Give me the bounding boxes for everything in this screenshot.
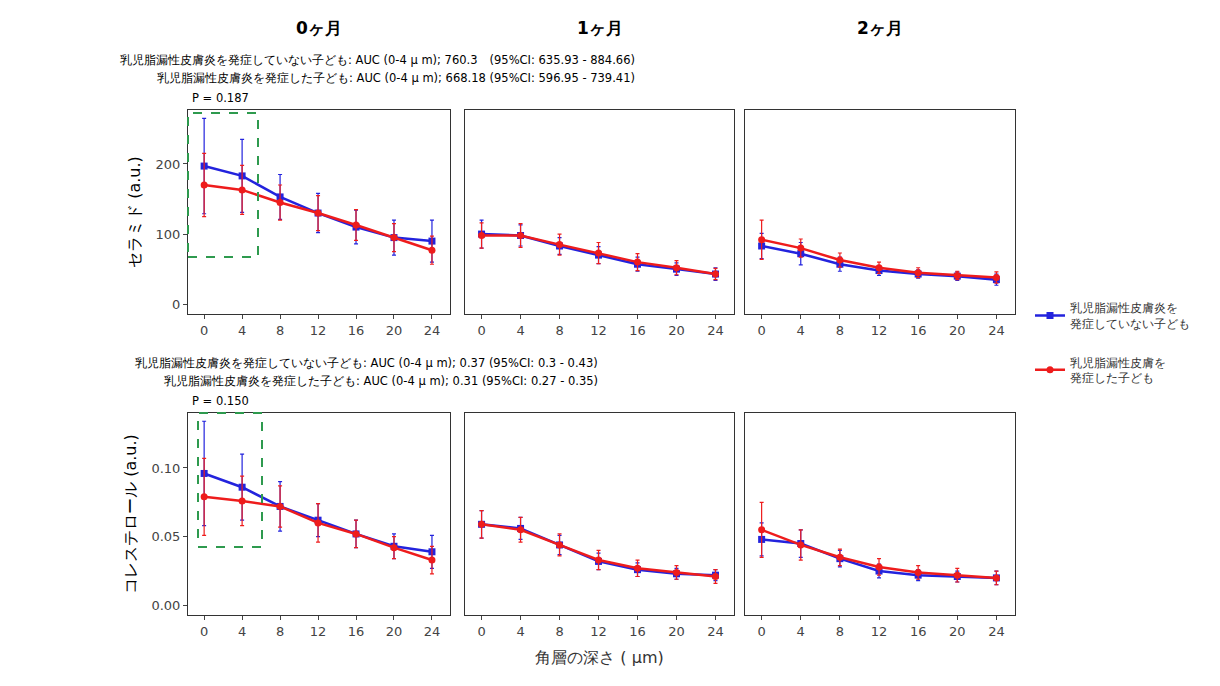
svg-text:2ヶ月: 2ヶ月: [857, 18, 903, 38]
svg-text:0.10: 0.10: [151, 461, 180, 476]
svg-text:20: 20: [386, 323, 403, 338]
svg-text:0: 0: [477, 624, 485, 639]
svg-text:乳児脂漏性皮膚炎を発症した子ども: AUC (0-4 μ m: 乳児脂漏性皮膚炎を発症した子ども: AUC (0-4 μ m); 0.31 (9…: [164, 374, 598, 388]
svg-text:16: 16: [348, 624, 365, 639]
svg-text:24: 24: [707, 323, 724, 338]
svg-text:16: 16: [629, 624, 646, 639]
svg-text:0: 0: [200, 624, 208, 639]
svg-text:角層の深さ ( μm): 角層の深さ ( μm): [535, 648, 663, 667]
svg-text:24: 24: [988, 624, 1005, 639]
svg-text:12: 12: [871, 323, 888, 338]
svg-text:24: 24: [988, 323, 1005, 338]
svg-text:12: 12: [590, 323, 607, 338]
svg-text:4: 4: [516, 624, 524, 639]
svg-text:8: 8: [555, 624, 563, 639]
svg-text:12: 12: [310, 624, 327, 639]
svg-text:0: 0: [172, 297, 180, 312]
svg-text:4: 4: [797, 624, 805, 639]
svg-text:200: 200: [156, 157, 181, 172]
svg-text:16: 16: [910, 624, 927, 639]
svg-text:コレステロール (a.u.): コレステロール (a.u.): [121, 434, 140, 594]
svg-text:16: 16: [348, 323, 365, 338]
svg-text:P = 0.187: P = 0.187: [192, 91, 249, 105]
svg-text:12: 12: [310, 323, 327, 338]
svg-text:0: 0: [757, 323, 765, 338]
svg-text:12: 12: [871, 624, 888, 639]
svg-text:12: 12: [590, 624, 607, 639]
svg-text:乳児脂漏性皮膚炎を発症していない子ども: AUC (0-4: 乳児脂漏性皮膚炎を発症していない子ども: AUC (0-4 μ m); 760.…: [120, 53, 635, 67]
svg-text:24: 24: [424, 624, 441, 639]
svg-text:0: 0: [477, 323, 485, 338]
svg-text:4: 4: [516, 323, 524, 338]
svg-text:0: 0: [757, 624, 765, 639]
svg-text:乳児脂漏性皮膚炎を発症した子ども: AUC (0-4 μ m: 乳児脂漏性皮膚炎を発症した子ども: AUC (0-4 μ m); 668.18 …: [157, 71, 635, 85]
svg-text:0: 0: [200, 323, 208, 338]
svg-text:乳児脂漏性皮膚炎を発症していない子ども: AUC (0-4: 乳児脂漏性皮膚炎を発症していない子ども: AUC (0-4 μ m); 0.37…: [135, 356, 598, 370]
svg-text:0ヶ月: 0ヶ月: [296, 18, 342, 38]
svg-text:20: 20: [668, 323, 685, 338]
svg-text:1ヶ月: 1ヶ月: [577, 18, 623, 38]
svg-text:4: 4: [238, 323, 246, 338]
svg-text:4: 4: [238, 624, 246, 639]
svg-text:20: 20: [668, 624, 685, 639]
svg-text:100: 100: [156, 227, 181, 242]
svg-text:乳児脂漏性皮膚を発症した子ども: 乳児脂漏性皮膚を発症した子ども: [1070, 356, 1166, 386]
svg-text:16: 16: [629, 323, 646, 338]
svg-text:0.00: 0.00: [151, 598, 180, 613]
svg-text:4: 4: [797, 323, 805, 338]
svg-text:P = 0.150: P = 0.150: [192, 394, 249, 408]
svg-text:8: 8: [276, 624, 284, 639]
svg-text:8: 8: [555, 323, 563, 338]
svg-text:8: 8: [276, 323, 284, 338]
svg-text:16: 16: [910, 323, 927, 338]
svg-text:8: 8: [836, 323, 844, 338]
svg-text:20: 20: [949, 624, 966, 639]
svg-text:乳児脂漏性皮膚炎を発症していない子ども: 乳児脂漏性皮膚炎を発症していない子ども: [1070, 301, 1190, 331]
svg-text:セラミド (a.u.): セラミド (a.u.): [125, 156, 144, 268]
svg-text:20: 20: [949, 323, 966, 338]
svg-text:24: 24: [424, 323, 441, 338]
svg-text:8: 8: [836, 624, 844, 639]
svg-text:24: 24: [707, 624, 724, 639]
svg-text:0.05: 0.05: [151, 529, 180, 544]
svg-text:20: 20: [386, 624, 403, 639]
